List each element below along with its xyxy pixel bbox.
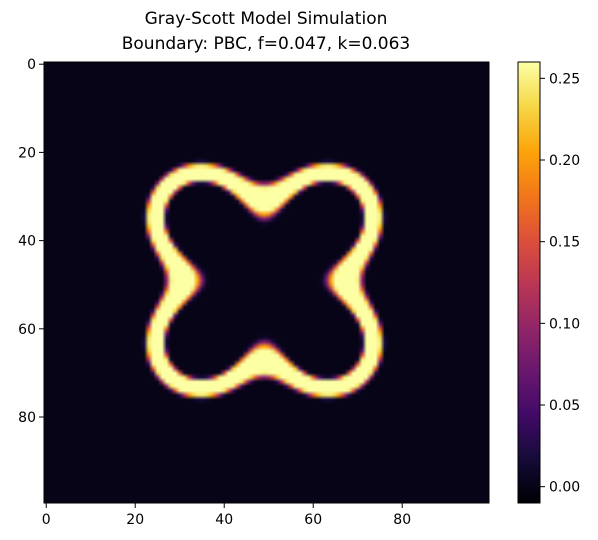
x-tick-label: 80 [393, 512, 411, 528]
heatmap-image [44, 62, 489, 503]
y-tick-label: 60 [18, 322, 36, 338]
y-tick-label: 40 [18, 234, 36, 250]
y-tick-label: 80 [18, 410, 36, 426]
colorbar-tick-label: 0.00 [549, 480, 580, 496]
y-tick-label: 0 [27, 57, 36, 73]
colorbar-tick-label: 0.10 [549, 316, 580, 332]
x-tick-label: 40 [215, 512, 233, 528]
colorbar-frame [518, 62, 540, 503]
x-tick-label: 0 [42, 512, 51, 528]
colorbar-tick-label: 0.05 [549, 398, 580, 414]
chart-subtitle: Boundary: PBC, f=0.047, k=0.063 [122, 34, 411, 54]
colorbar-tick-label: 0.15 [549, 235, 580, 251]
y-tick-label: 20 [18, 145, 36, 161]
heatmap-border [43, 61, 490, 504]
chart-title: Gray-Scott Model Simulation [145, 9, 388, 29]
colorbar-tick-label: 0.25 [549, 71, 580, 87]
x-axis: 0 20 40 60 80 [42, 503, 411, 528]
colorbar-border [517, 61, 541, 504]
heatmap-frame [44, 62, 489, 503]
x-tick-label: 20 [126, 512, 144, 528]
colorbar-tick-label: 0.20 [549, 153, 580, 169]
x-tick-label: 60 [304, 512, 322, 528]
colorbar-axis: 0.00 0.05 0.10 0.15 0.20 0.25 [540, 71, 580, 496]
colorbar-gradient [518, 62, 540, 503]
y-axis: 0 20 40 60 80 [18, 57, 44, 426]
